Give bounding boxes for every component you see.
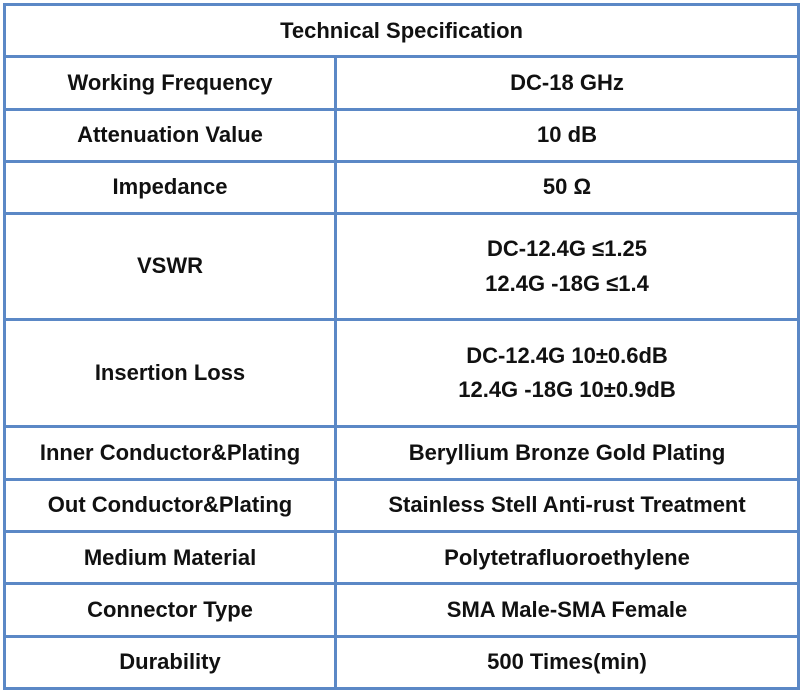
spec-value-vswr: DC-12.4G ≤1.25 12.4G -18G ≤1.4 xyxy=(333,212,800,321)
spec-value-line: DC-12.4G 10±0.6dB xyxy=(466,343,668,369)
spec-value-line: DC-12.4G ≤1.25 xyxy=(486,236,648,262)
table-row: Attenuation Value 10 dB xyxy=(3,107,800,163)
table-row: Working Frequency DC-18 GHz xyxy=(3,55,800,111)
spec-value-medium-material: Polytetrafluoroethylene xyxy=(333,530,800,586)
spec-value-durability: 500 Times(min) xyxy=(333,634,800,691)
spec-value-connector-type: SMA Male-SMA Female xyxy=(333,582,800,638)
spec-label-attenuation-value: Attenuation Value xyxy=(3,107,337,163)
table-title: Technical Specification xyxy=(2,2,800,59)
spec-label-connector-type: Connector Type xyxy=(3,582,337,638)
spec-label-out-conductor: Out Conductor&Plating xyxy=(3,477,337,534)
table-row: VSWR DC-12.4G ≤1.25 12.4G -18G ≤1.4 xyxy=(3,212,800,321)
table-row: Inner Conductor&Plating Beryllium Bronze… xyxy=(3,425,800,481)
spec-label-insertion-loss: Insertion Loss xyxy=(3,317,337,429)
spec-value-line: 12.4G -18G 10±0.9dB xyxy=(458,377,676,403)
spec-value-out-conductor: Stainless Stell Anti-rust Treatment xyxy=(333,477,800,534)
table-row: Impedance 50 Ω xyxy=(3,159,800,216)
spec-value-impedance: 50 Ω xyxy=(333,159,800,216)
table-row: Out Conductor&Plating Stainless Stell An… xyxy=(3,477,800,534)
spec-label-durability: Durability xyxy=(3,634,337,691)
spec-label-medium-material: Medium Material xyxy=(3,530,337,586)
spec-label-impedance: Impedance xyxy=(3,159,337,216)
spec-value-working-frequency: DC-18 GHz xyxy=(333,55,800,111)
spec-value-insertion-loss: DC-12.4G 10±0.6dB 12.4G -18G 10±0.9dB xyxy=(333,317,800,429)
table-title-row: Technical Specification xyxy=(2,2,800,59)
spec-label-vswr: VSWR xyxy=(3,212,337,321)
table-row: Durability 500 Times(min) xyxy=(3,634,800,691)
table-row: Connector Type SMA Male-SMA Female xyxy=(3,582,800,638)
spec-value-line: 12.4G -18G ≤1.4 xyxy=(485,270,649,296)
table-row: Medium Material Polytetrafluoroethylene xyxy=(3,530,800,586)
spec-label-working-frequency: Working Frequency xyxy=(3,55,337,111)
spec-label-inner-conductor: Inner Conductor&Plating xyxy=(3,425,337,481)
table-row: Insertion Loss DC-12.4G 10±0.6dB 12.4G -… xyxy=(3,317,800,429)
spec-value-inner-conductor: Beryllium Bronze Gold Plating xyxy=(333,425,800,481)
spec-value-attenuation-value: 10 dB xyxy=(333,107,800,163)
